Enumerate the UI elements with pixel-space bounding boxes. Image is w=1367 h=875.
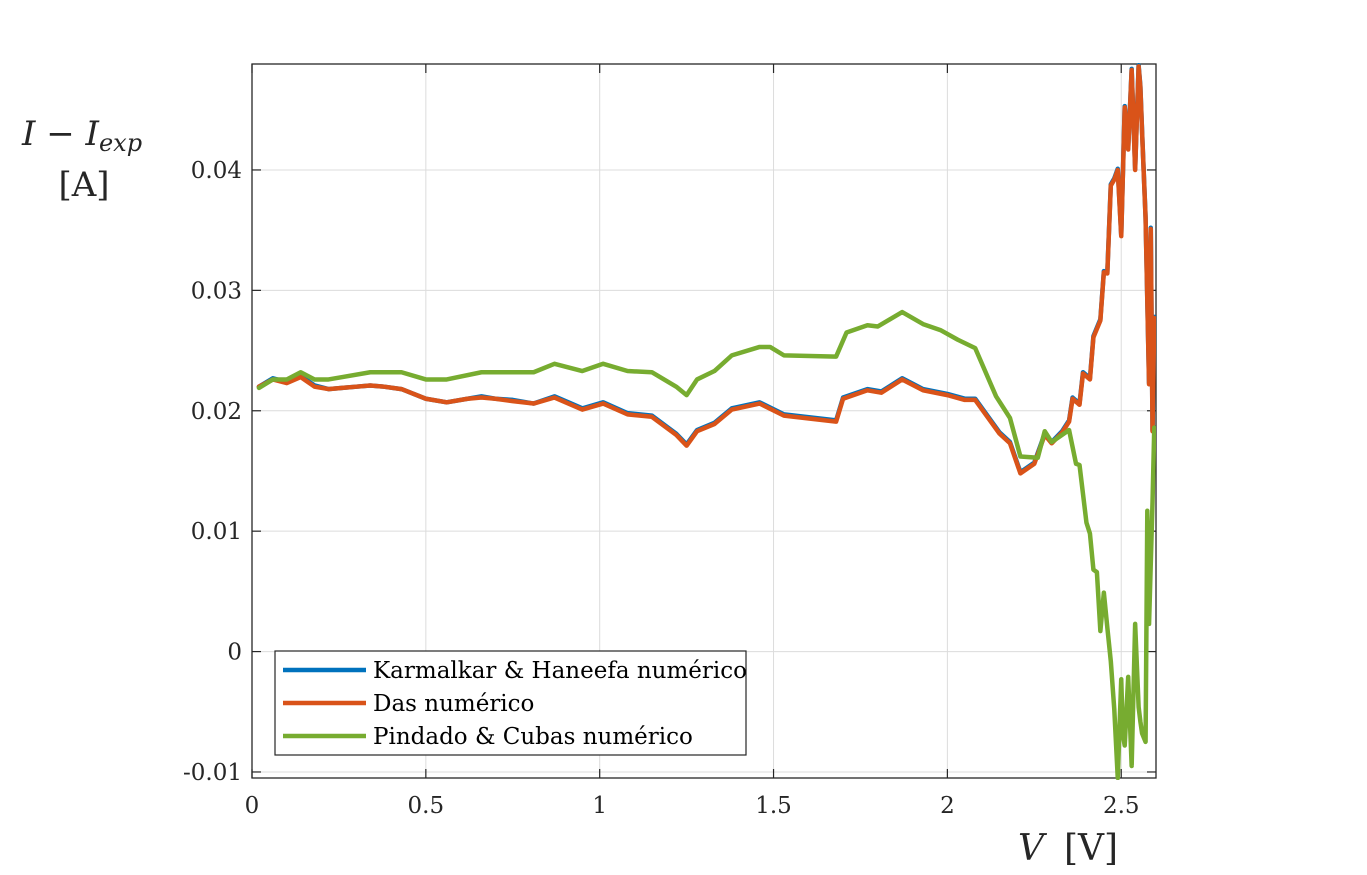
- x-tick-label: 0.5: [408, 793, 445, 819]
- legend-label: Karmalkar & Haneefa numérico: [373, 658, 747, 684]
- x-axis-label: V [V]: [1018, 828, 1118, 869]
- y-tick-label: 0.01: [191, 519, 242, 545]
- series-line-3: [256, 309, 1156, 780]
- y-tick-label: 0: [227, 640, 242, 666]
- x-tick-label: 1.5: [755, 793, 792, 819]
- x-tick-label: 0: [245, 793, 260, 819]
- plot-area-frame: [251, 63, 1157, 779]
- x-axis-label-main: V: [1018, 828, 1048, 869]
- y-tick-label: 0.02: [191, 399, 242, 425]
- x-tick-label: 2.5: [1103, 793, 1140, 819]
- y-axis-label: I − Iexp [A]: [21, 114, 142, 205]
- legend-label: Pindado & Cubas numérico: [373, 724, 693, 750]
- legend-label: Das numérico: [373, 691, 534, 717]
- y-tick-label: -0.01: [183, 760, 242, 786]
- x-tick-labels: 0 0.5 1 1.5 2 2.5: [245, 793, 1140, 819]
- y-axis-label-unit: [A]: [58, 165, 109, 205]
- legend-entries: Karmalkar & Haneefa numérico Das numérico…: [283, 658, 747, 750]
- y-tick-label: 0.03: [191, 278, 242, 304]
- x-axis-label-unit: [V]: [1064, 828, 1118, 869]
- x-tick-label: 2: [940, 793, 955, 819]
- series-lines: [256, 62, 1156, 780]
- y-axis-label-subscript: exp: [99, 129, 142, 157]
- y-axis-label-main: I − Iexp: [21, 114, 142, 157]
- x-tick-label: 1: [592, 793, 607, 819]
- y-tick-label: 0.04: [191, 158, 242, 184]
- series-line-2: [256, 64, 1156, 476]
- legend: Karmalkar & Haneefa numérico Das numérico…: [274, 650, 747, 756]
- axis-ticks: [251, 64, 1156, 778]
- y-tick-labels: -0.01 0 0.01 0.02 0.03 0.04: [183, 158, 242, 786]
